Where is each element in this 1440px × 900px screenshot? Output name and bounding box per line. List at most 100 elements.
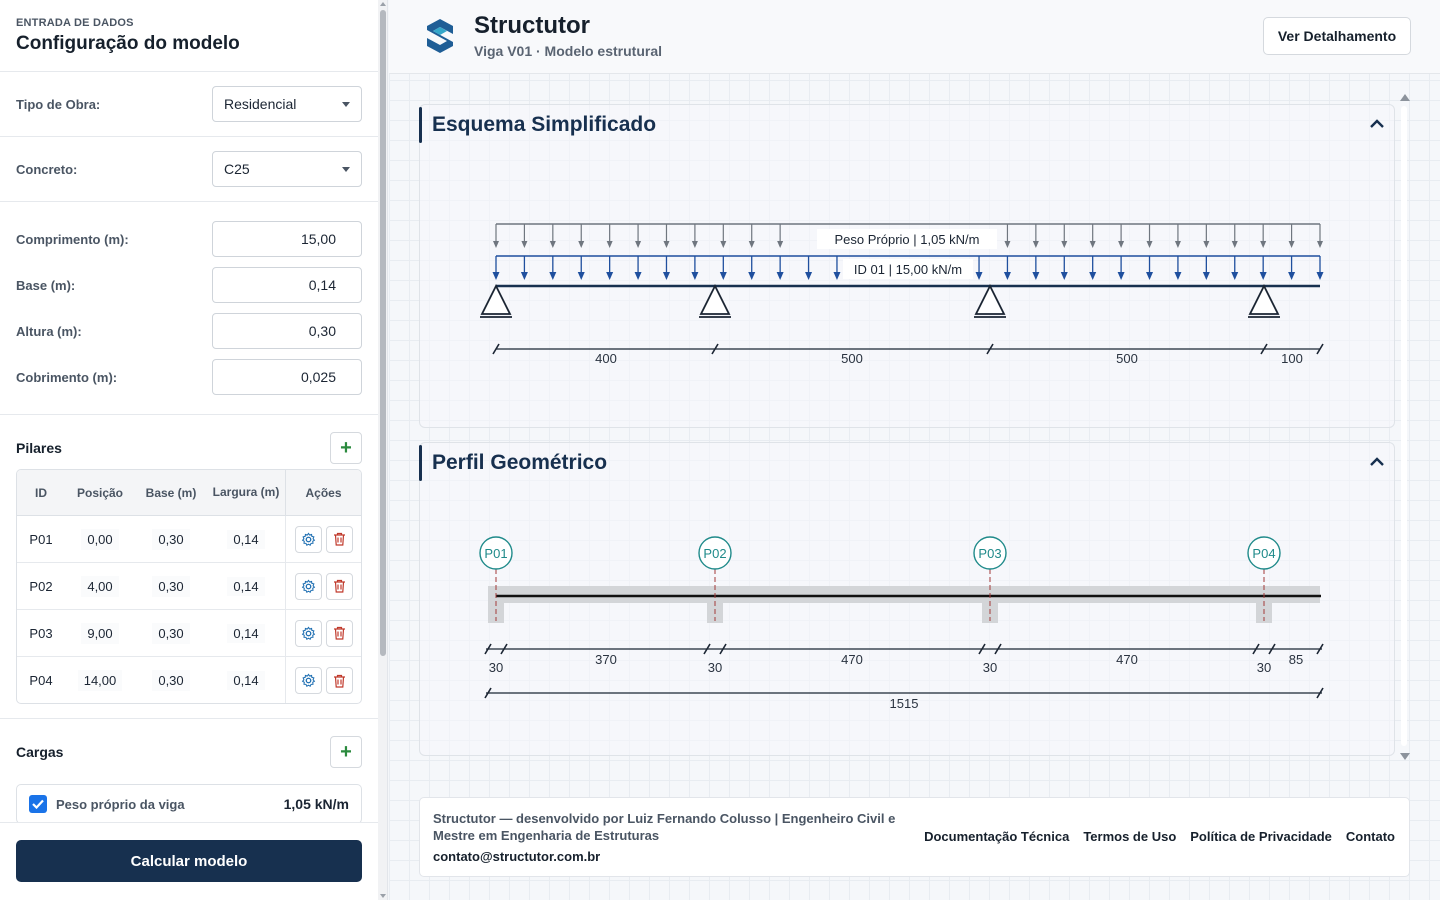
peso-proprio-checkbox[interactable] [29, 795, 47, 813]
col-posicao: Posição [76, 485, 124, 500]
perfil-card-header[interactable]: Perfil Geométrico [419, 443, 1394, 483]
load-arrowhead [1231, 241, 1238, 248]
main-scrollbar[interactable] [1397, 90, 1411, 762]
base-label: Base (m): [16, 277, 76, 293]
tipo-obra-select[interactable]: Residencial [212, 86, 362, 122]
support-triangle [1248, 283, 1280, 315]
link-contato[interactable]: Contato [1345, 829, 1395, 844]
pilar-largura[interactable]: 0,14 [227, 623, 265, 643]
scroll-down-icon[interactable] [1400, 753, 1410, 760]
calcular-modelo-button[interactable]: Calcular modelo [16, 840, 362, 882]
link-termos[interactable]: Termos de Uso [1083, 829, 1177, 844]
pilar-delete-button[interactable] [325, 572, 353, 600]
clear-span-tick [1252, 643, 1260, 655]
concreto-label: Concreto: [16, 161, 78, 177]
pillar-marker [479, 536, 513, 570]
pillar-label: P04 [1252, 546, 1275, 561]
load-arrowhead [691, 241, 698, 248]
pilar-delete-button[interactable] [325, 525, 353, 553]
add-carga-button[interactable]: + [330, 736, 362, 768]
main-area: Structutor Viga V01 · Modelo estrutural … [389, 0, 1440, 900]
chevron-up-icon[interactable] [1368, 115, 1386, 133]
col-base: Base (m) [145, 485, 197, 500]
add-pilar-button[interactable]: + [330, 432, 362, 464]
clear-span-tick [719, 643, 727, 655]
load-arrowhead [635, 241, 642, 248]
pilar-base[interactable]: 0,30 [152, 622, 190, 644]
scroll-down-icon[interactable] [380, 894, 386, 898]
load-arrowhead [805, 272, 813, 280]
esquema-title: Esquema Simplificado [432, 113, 657, 136]
load-arrowhead [492, 272, 500, 280]
trash-icon [333, 532, 345, 546]
pilar-delete-button[interactable] [325, 667, 353, 694]
support-triangle [480, 283, 512, 315]
link-privacidade[interactable]: Política de Privacidade [1190, 829, 1332, 844]
carga-item: Peso próprio da viga 1,05 kN/m [16, 784, 362, 824]
tipo-obra-value: Residencial [224, 96, 297, 112]
span-label: 400 [595, 351, 617, 366]
concreto-select[interactable]: C25 [212, 151, 362, 187]
span-label: 500 [1116, 351, 1138, 366]
cargas-title: Cargas [16, 744, 64, 760]
sidebar-scroll-thumb[interactable] [380, 10, 386, 656]
main-scroll-thumb[interactable] [1401, 106, 1407, 746]
pilar-settings-button[interactable] [294, 525, 322, 553]
support-triangle [699, 283, 731, 315]
clear-span-tick [484, 643, 492, 655]
comprimento-input[interactable] [212, 221, 362, 257]
pilar-posicao[interactable]: 4,00 [81, 575, 119, 597]
perfil-card: Perfil Geométrico P01 P02 P03 P04 30 30 30 30 37… [419, 442, 1395, 756]
pilar-settings-button[interactable] [294, 619, 322, 647]
base-input[interactable] [212, 267, 362, 303]
pilar-delete-button[interactable] [325, 619, 353, 647]
col-largura: Largura (m) [212, 485, 280, 499]
scroll-up-icon[interactable] [380, 2, 386, 6]
sidebar-title: Configuração do modelo [16, 33, 240, 54]
pillar-width-label: 30 [1257, 660, 1271, 675]
table-row: P04 14,00 0,30 0,14 [17, 657, 361, 703]
pilar-settings-button[interactable] [294, 667, 322, 694]
load-arrowhead [719, 272, 727, 280]
pilar-posicao[interactable]: 14,00 [77, 670, 123, 691]
load-arrowhead [521, 241, 528, 248]
cobrimento-input[interactable] [212, 359, 362, 395]
load-arrowhead [1060, 272, 1068, 280]
pillar-label: P01 [484, 546, 507, 561]
pilar-base[interactable]: 0,30 [152, 575, 190, 597]
pilar-largura[interactable]: 0,14 [227, 529, 265, 549]
pilar-base[interactable]: 0,30 [152, 528, 190, 550]
cobrimento-row: Cobrimento (m): [0, 354, 378, 400]
check-icon [32, 799, 44, 809]
link-documentacao[interactable]: Documentação Técnica [924, 829, 1070, 844]
load-arrowhead [493, 241, 499, 248]
esquema-card-header[interactable]: Esquema Simplificado [419, 105, 1394, 145]
load-arrowhead [1259, 272, 1267, 280]
pilares-table-header: ID Posição Base (m) Largura (m) Ações [17, 470, 361, 516]
pilar-settings-button[interactable] [294, 572, 322, 600]
sidebar-scrollbar[interactable] [378, 0, 388, 900]
altura-input[interactable] [212, 313, 362, 349]
sidebar-kicker: ENTRADA DE DADOS [16, 17, 134, 29]
concreto-value: C25 [224, 161, 250, 177]
load-arrowhead [662, 272, 670, 280]
gear-icon [301, 673, 315, 687]
pilar-largura[interactable]: 0,14 [227, 576, 265, 596]
calc-bar: Calcular modelo [0, 822, 378, 900]
pilar-posicao[interactable]: 0,00 [81, 528, 119, 550]
ver-detalhamento-button[interactable]: Ver Detalhamento [1263, 17, 1411, 55]
pilar-posicao[interactable]: 9,00 [81, 622, 119, 644]
scroll-up-icon[interactable] [1400, 94, 1410, 101]
load-arrowhead [1174, 272, 1182, 280]
load-arrowhead [833, 272, 841, 280]
load-arrowhead [720, 241, 727, 248]
pilar-largura[interactable]: 0,14 [227, 671, 265, 690]
gear-icon [301, 579, 315, 593]
load-arrowhead [1202, 272, 1210, 280]
pilar-base[interactable]: 0,30 [152, 670, 190, 691]
top-bar: Structutor Viga V01 · Modelo estrutural … [389, 0, 1440, 74]
clear-span-tick [1268, 643, 1276, 655]
footer-email[interactable]: contato@structutor.com.br [433, 849, 601, 864]
load-arrowhead [663, 241, 670, 248]
chevron-up-icon[interactable] [1368, 453, 1386, 471]
